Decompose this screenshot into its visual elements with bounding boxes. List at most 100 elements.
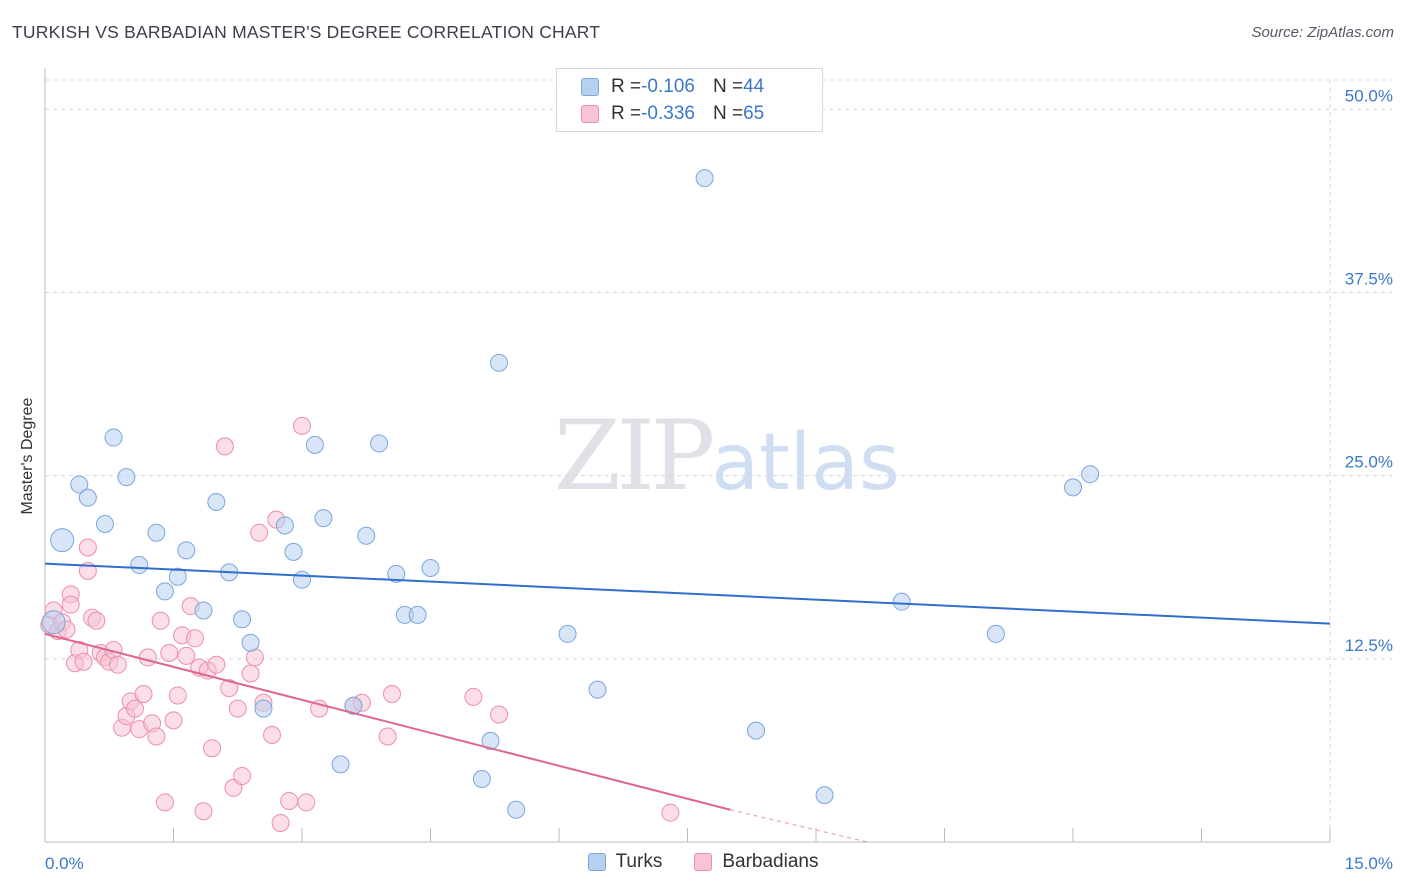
turks-point [558,624,577,643]
correlation-legend: R = -0.106 N = 44 R = -0.336 N = 65 [556,68,823,132]
turks-point [41,610,66,635]
turks-r-value: -0.106 [641,76,695,97]
barbadians-point [194,802,213,821]
barbadians-trend-line [44,632,731,811]
turks-point [986,624,1005,643]
turks-point [421,558,440,577]
legend-barbadians-label: Barbadians [722,851,819,872]
watermark-zip: ZIP [554,400,715,512]
turks-point [168,567,187,586]
barbadians-swatch [581,105,599,123]
barbadians-point [87,611,106,630]
barbadians-point [263,726,282,745]
turks-point [408,605,427,624]
barbadians-point [241,664,260,683]
y-tick-label: 12.5% [1345,636,1393,655]
y-tick-label: 50.0% [1345,86,1393,105]
turks-point [490,353,509,372]
turks-point [481,731,500,750]
legend-barbadians[interactable]: Barbadians [694,851,818,873]
turks-point [194,601,213,620]
legend-turks[interactable]: Turks [587,851,663,873]
turks-points [41,169,1100,819]
x-tick-label: 0.0% [45,854,84,873]
turks-point [344,696,363,715]
barbadians-point [177,646,196,665]
barbadians-point [203,739,222,758]
turks-point [275,516,294,535]
barbadians-point [78,538,97,557]
turks-point [892,592,911,611]
turks-point [130,556,149,575]
turks-point [241,633,260,652]
turks-point [387,564,406,583]
turks-legend-swatch [587,853,606,871]
legend-row-turks: R = -0.106 N = 44 [581,75,764,99]
barbadians-point [271,813,290,832]
turks-point [284,542,303,561]
barbadians-point [661,803,680,822]
barbadians-point [61,595,80,614]
turks-point [117,468,136,487]
source-label: Source: ZipAtlas.com [1251,24,1394,41]
axes [44,68,1331,843]
barbadians-point [382,684,401,703]
turks-n-value: 44 [743,76,765,97]
turks-point [507,800,526,819]
turks-point [155,582,174,601]
watermark-atlas: atlas [711,418,900,508]
barbadians-point [155,793,174,812]
legend-turks-label: Turks [615,851,663,872]
turks-point [314,509,333,528]
turks-point [293,570,311,589]
grid-lines [45,79,1392,842]
barbadians-point [464,687,483,706]
turks-point [233,610,252,629]
turks-point [1081,465,1100,484]
turks-point [331,755,350,774]
barbadians-n-value: 65 [743,103,765,124]
barbadians-point [147,727,166,746]
barbadians-point [233,767,252,786]
barbadians-point [138,648,157,667]
turks-point [1064,478,1082,497]
turks-trend-line [44,562,1331,625]
barbadians-legend-swatch [694,853,713,871]
turks-point [695,169,714,188]
barbadians-point [168,686,187,705]
barbadians-r-value: -0.336 [641,103,695,124]
turks-point [147,523,166,542]
barbadians-point [125,699,144,718]
barbadians-point [293,416,311,435]
barbadians-point [185,629,204,648]
barbadians-point [151,611,170,630]
tick-labels: 12.5% 25.0% 37.5% 50.0% 0.0% 15.0% [45,86,1393,873]
y-tick-label: 37.5% [1345,269,1393,288]
trend-lines [44,562,1331,843]
turks-r-label: R = [611,76,642,97]
series-legend: Turks Barbadians [0,851,1406,873]
x-tick-label: 15.0% [1345,854,1393,873]
turks-point [370,434,389,453]
watermark: ZIPatlas [554,400,900,512]
y-tick-label: 25.0% [1345,453,1393,472]
legend-row-barbadians: R = -0.336 N = 65 [581,102,764,126]
barbadians-points [40,416,680,832]
barbadians-point [297,793,316,812]
turks-point [357,526,376,545]
barbadians-point [74,652,93,671]
turks-point [747,721,766,740]
barbadians-n-label: N = [712,103,744,124]
turks-point [50,528,75,553]
barbadians-point [160,643,179,662]
barbadians-point [220,679,239,698]
turks-point [815,786,834,805]
barbadians-r-label: R = [611,103,642,124]
barbadians-point [164,711,183,730]
turks-point [254,699,273,718]
turks-point [104,428,123,447]
turks-point [305,435,324,454]
barbadians-point [250,523,269,542]
barbadians-trend-extension [730,809,868,843]
